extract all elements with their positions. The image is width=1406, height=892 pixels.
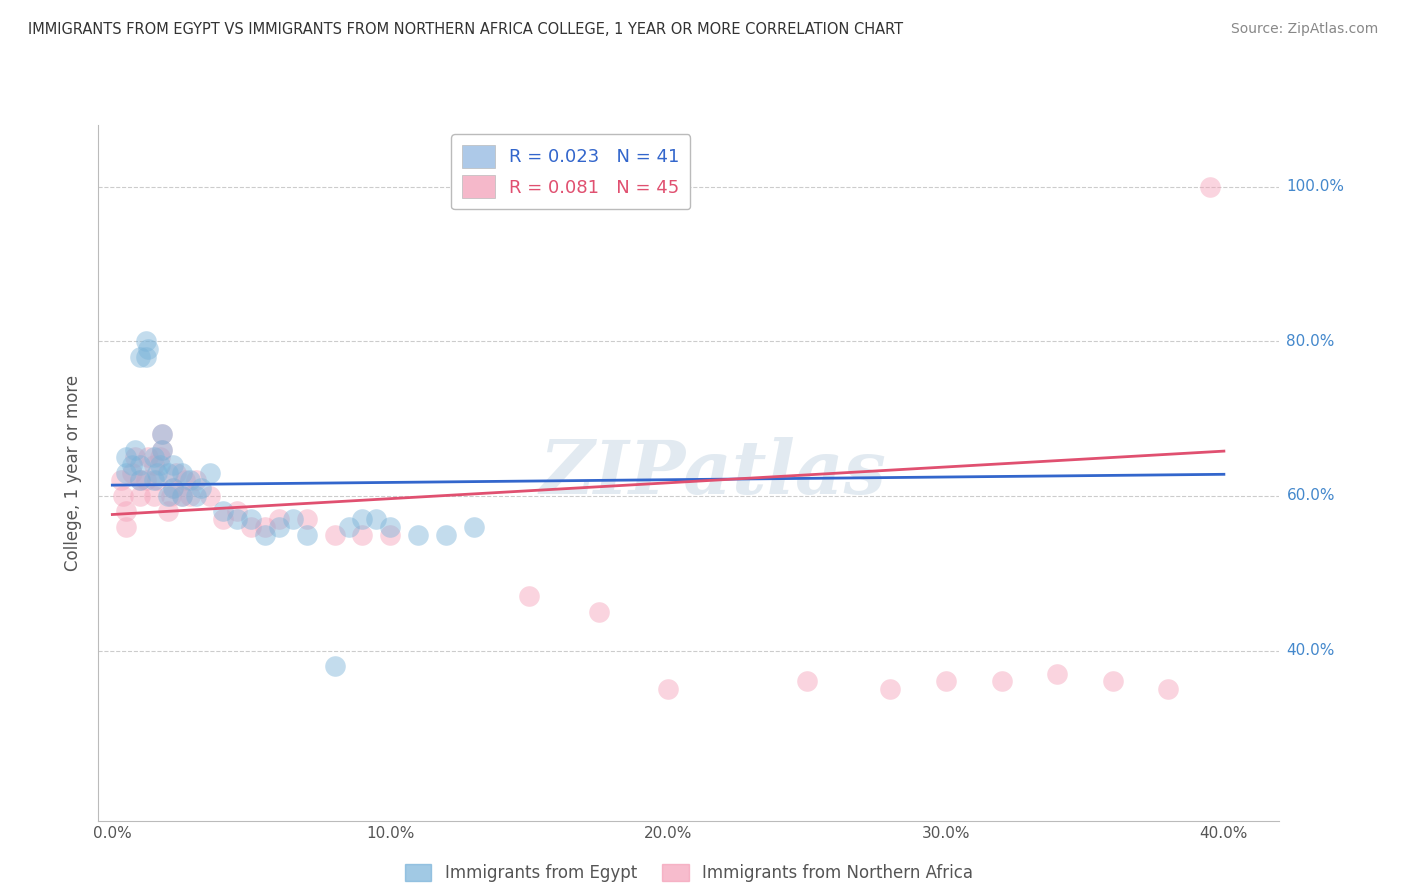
Point [129, 474, 152, 488]
Point [240, 512, 263, 526]
Point [323, 659, 346, 673]
Point [138, 342, 160, 356]
Point [156, 489, 179, 503]
Point [150, 427, 173, 442]
Point [184, 489, 207, 503]
Point [323, 527, 346, 541]
Point [281, 512, 304, 526]
Point [352, 527, 374, 541]
Point [173, 474, 195, 488]
Point [588, 605, 610, 619]
Point [879, 682, 901, 697]
Point [295, 527, 318, 541]
Point [190, 481, 212, 495]
Point [146, 474, 169, 488]
Text: 80.0%: 80.0% [1286, 334, 1334, 349]
Point [143, 489, 166, 503]
Point [115, 504, 138, 518]
Point [138, 450, 160, 465]
Point [150, 442, 173, 457]
Point [295, 512, 318, 526]
Point [212, 504, 235, 518]
Point [267, 512, 290, 526]
Point [115, 466, 138, 480]
Point [165, 466, 187, 480]
Point [935, 674, 957, 689]
Point [121, 458, 143, 472]
Point [135, 334, 157, 349]
Point [267, 520, 290, 534]
Point [990, 674, 1012, 689]
Point [366, 512, 388, 526]
Point [162, 458, 184, 472]
Point [124, 450, 146, 465]
Text: IMMIGRANTS FROM EGYPT VS IMMIGRANTS FROM NORTHERN AFRICA COLLEGE, 1 YEAR OR MORE: IMMIGRANTS FROM EGYPT VS IMMIGRANTS FROM… [28, 22, 903, 37]
Point [124, 442, 146, 457]
Point [1199, 179, 1222, 194]
Point [143, 450, 166, 465]
Point [129, 458, 152, 472]
Point [129, 474, 152, 488]
Point [156, 504, 179, 518]
Point [170, 466, 193, 480]
Point [148, 450, 170, 465]
Point [156, 466, 179, 480]
Point [129, 350, 152, 364]
Point [150, 427, 173, 442]
Point [179, 474, 201, 488]
Point [1046, 666, 1069, 681]
Point [184, 474, 207, 488]
Point [121, 466, 143, 480]
Point [159, 489, 181, 503]
Point [143, 458, 166, 472]
Point [1157, 682, 1180, 697]
Point [657, 682, 679, 697]
Legend: Immigrants from Egypt, Immigrants from Northern Africa: Immigrants from Egypt, Immigrants from N… [398, 857, 980, 888]
Point [226, 512, 249, 526]
Point [1101, 674, 1123, 689]
Point [179, 489, 201, 503]
Point [112, 489, 135, 503]
Text: Source: ZipAtlas.com: Source: ZipAtlas.com [1230, 22, 1378, 37]
Point [517, 590, 540, 604]
Point [129, 489, 152, 503]
Point [796, 674, 818, 689]
Point [143, 474, 166, 488]
Point [198, 489, 221, 503]
Point [115, 520, 138, 534]
Point [170, 489, 193, 503]
Point [240, 520, 263, 534]
Point [463, 520, 485, 534]
Point [148, 458, 170, 472]
Point [380, 527, 402, 541]
Point [406, 527, 429, 541]
Point [110, 474, 132, 488]
Text: 100.0%: 100.0% [1286, 179, 1344, 194]
Point [146, 466, 169, 480]
Point [198, 466, 221, 480]
Point [337, 520, 360, 534]
Point [380, 520, 402, 534]
Point [150, 442, 173, 457]
Point [162, 481, 184, 495]
Text: 40.0%: 40.0% [1286, 643, 1334, 658]
Point [434, 527, 457, 541]
Point [135, 474, 157, 488]
Point [254, 527, 277, 541]
Text: ZIPatlas: ZIPatlas [538, 436, 886, 509]
Text: 60.0%: 60.0% [1286, 489, 1334, 503]
Y-axis label: College, 1 year or more: College, 1 year or more [65, 375, 83, 571]
Point [162, 481, 184, 495]
Point [352, 512, 374, 526]
Point [170, 489, 193, 503]
Point [254, 520, 277, 534]
Point [115, 450, 138, 465]
Point [135, 350, 157, 364]
Point [226, 504, 249, 518]
Point [212, 512, 235, 526]
